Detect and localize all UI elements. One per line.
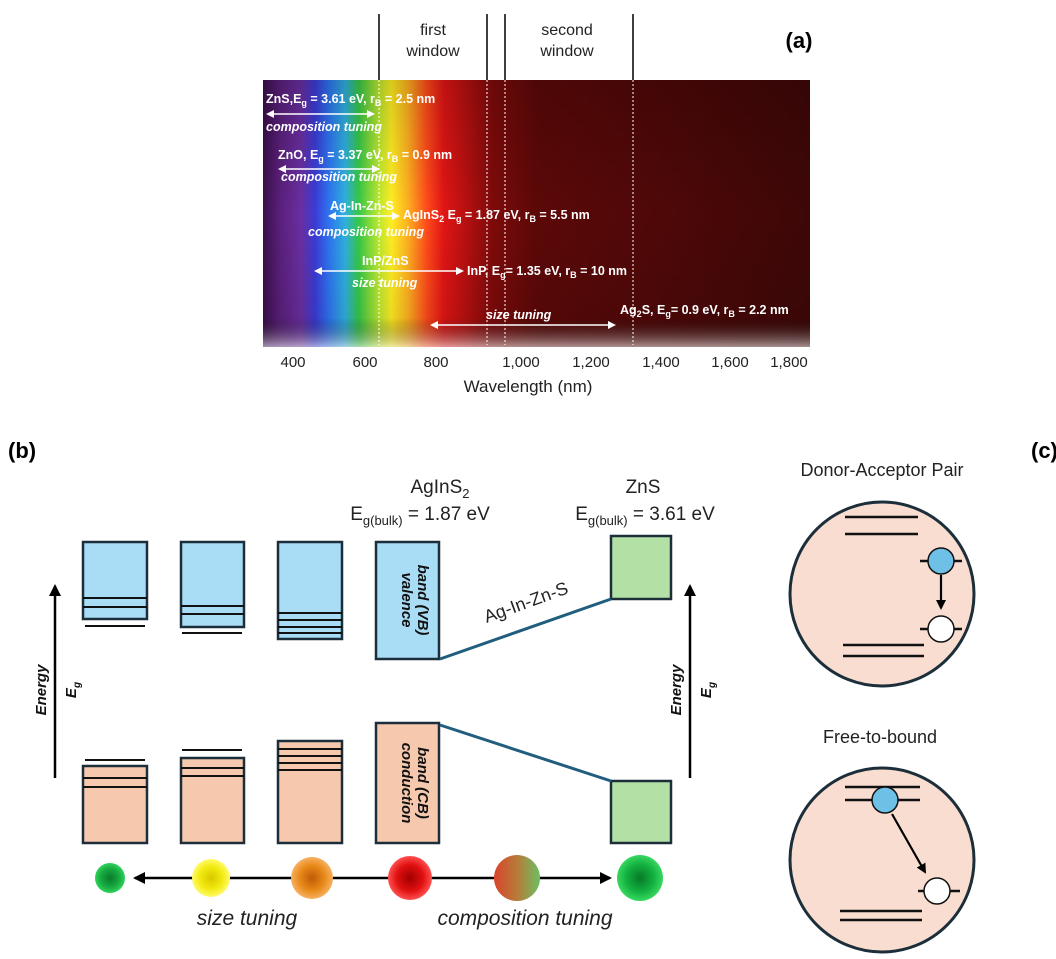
x-tick: 1,800 [770, 354, 808, 371]
x-tick: 1,600 [711, 354, 749, 371]
qd-color-orange [291, 857, 333, 899]
x-tick: 1,200 [572, 354, 610, 371]
agins2-conduction-box [374, 721, 441, 845]
inp-annotation: InP, Eg= 1.35 eV, rB = 10 nm [467, 264, 627, 280]
x-tick: 1,000 [502, 354, 540, 371]
agznis-annotation: Ag-In-Zn-S [330, 199, 394, 213]
eg-label-left: Eg [63, 682, 83, 698]
x-tick: 1,400 [642, 354, 680, 371]
hole-icon [923, 877, 951, 905]
qd2-valence-box [179, 540, 246, 629]
panel-b: (b) AgInS2 Eg(bulk) = 1.87 eV ZnS Eg(bul… [8, 438, 718, 930]
ftb-circle [788, 766, 976, 954]
electron-icon [871, 786, 899, 814]
qd3-conduction-box [276, 739, 344, 845]
ftb-title: Free-to-bound [823, 727, 937, 747]
valence-label-2: band (VB) [414, 565, 431, 636]
transition-arrow [891, 813, 926, 874]
agznis-tuning-label: composition tuning [308, 225, 424, 239]
panel-a: first window second window (a) ZnS,Eg = … [263, 14, 812, 396]
zns-title: ZnS [626, 477, 661, 498]
panel-a-label: (a) [786, 28, 813, 53]
zns-conduction-box [609, 779, 673, 845]
qd3-valence-box [276, 540, 344, 641]
second-window-label-2: window [539, 43, 594, 60]
agins2-valence-box [374, 540, 441, 661]
spectrum-bottom-band [263, 318, 810, 347]
zns-annotation: ZnS,Eg = 3.61 eV, rB = 2.5 nm [266, 92, 435, 108]
dap-title: Donor-Acceptor Pair [800, 460, 963, 480]
qd-color-green-small [95, 863, 125, 893]
zns-tuning-label: composition tuning [266, 120, 382, 134]
qd-color-green-large [617, 855, 663, 901]
agins2-title: AgInS2 [411, 477, 470, 501]
vb-alloy-line [439, 597, 612, 661]
electron-icon [927, 547, 955, 575]
eg-label-right: Eg [698, 682, 718, 698]
conduction-label-1: conduction [398, 743, 415, 824]
hole-icon [927, 615, 955, 643]
inp-tuning-label: size tuning [352, 276, 418, 290]
valence-label-1: valence [398, 572, 415, 627]
zno-tuning-label: composition tuning [281, 170, 397, 184]
zns-valence-box [609, 534, 673, 601]
energy-label-left: Energy [33, 664, 50, 716]
qd-color-red [388, 856, 432, 900]
size-tuning-label: size tuning [197, 907, 298, 930]
qd-color-mixed [494, 855, 540, 901]
x-tick: 800 [423, 354, 448, 371]
first-window-label-2: window [405, 43, 460, 60]
ag2s-tuning-label: size tuning [486, 308, 552, 322]
cb-alloy-line [439, 723, 612, 783]
x-tick: 400 [280, 354, 305, 371]
panel-c: (c) Donor-Acceptor Pair Free-to-bound [788, 438, 1056, 954]
x-tick: 600 [352, 354, 377, 371]
second-window-label-1: second [541, 22, 593, 39]
dap-circle [788, 500, 976, 688]
agins2-annotation: AgInS2 Eg = 1.87 eV, rB = 5.5 nm [403, 208, 590, 224]
panel-b-label: (b) [8, 438, 36, 463]
composition-tuning-label: composition tuning [437, 907, 612, 930]
zno-annotation: ZnO, Eg = 3.37 eV, rB = 0.9 nm [278, 148, 452, 164]
conduction-label-2: band (CB) [414, 747, 431, 819]
agins2-bandgap: Eg(bulk) = 1.87 eV [350, 504, 490, 528]
first-window-label-1: first [420, 22, 446, 39]
qd2-conduction-box [179, 756, 246, 845]
energy-label-right: Energy [668, 664, 685, 716]
ag2s-annotation: Ag2S, Eg= 0.9 eV, rB = 2.2 nm [620, 303, 789, 319]
panel-c-label: (c) [1031, 438, 1056, 463]
qd-color-yellow [192, 859, 230, 897]
alloy-label: Ag-In-Zn-S [481, 578, 571, 627]
zns-bandgap: Eg(bulk) = 3.61 eV [575, 504, 715, 528]
x-axis-label: Wavelength (nm) [464, 377, 593, 396]
inpzns-annotation: InP/ZnS [362, 254, 409, 268]
